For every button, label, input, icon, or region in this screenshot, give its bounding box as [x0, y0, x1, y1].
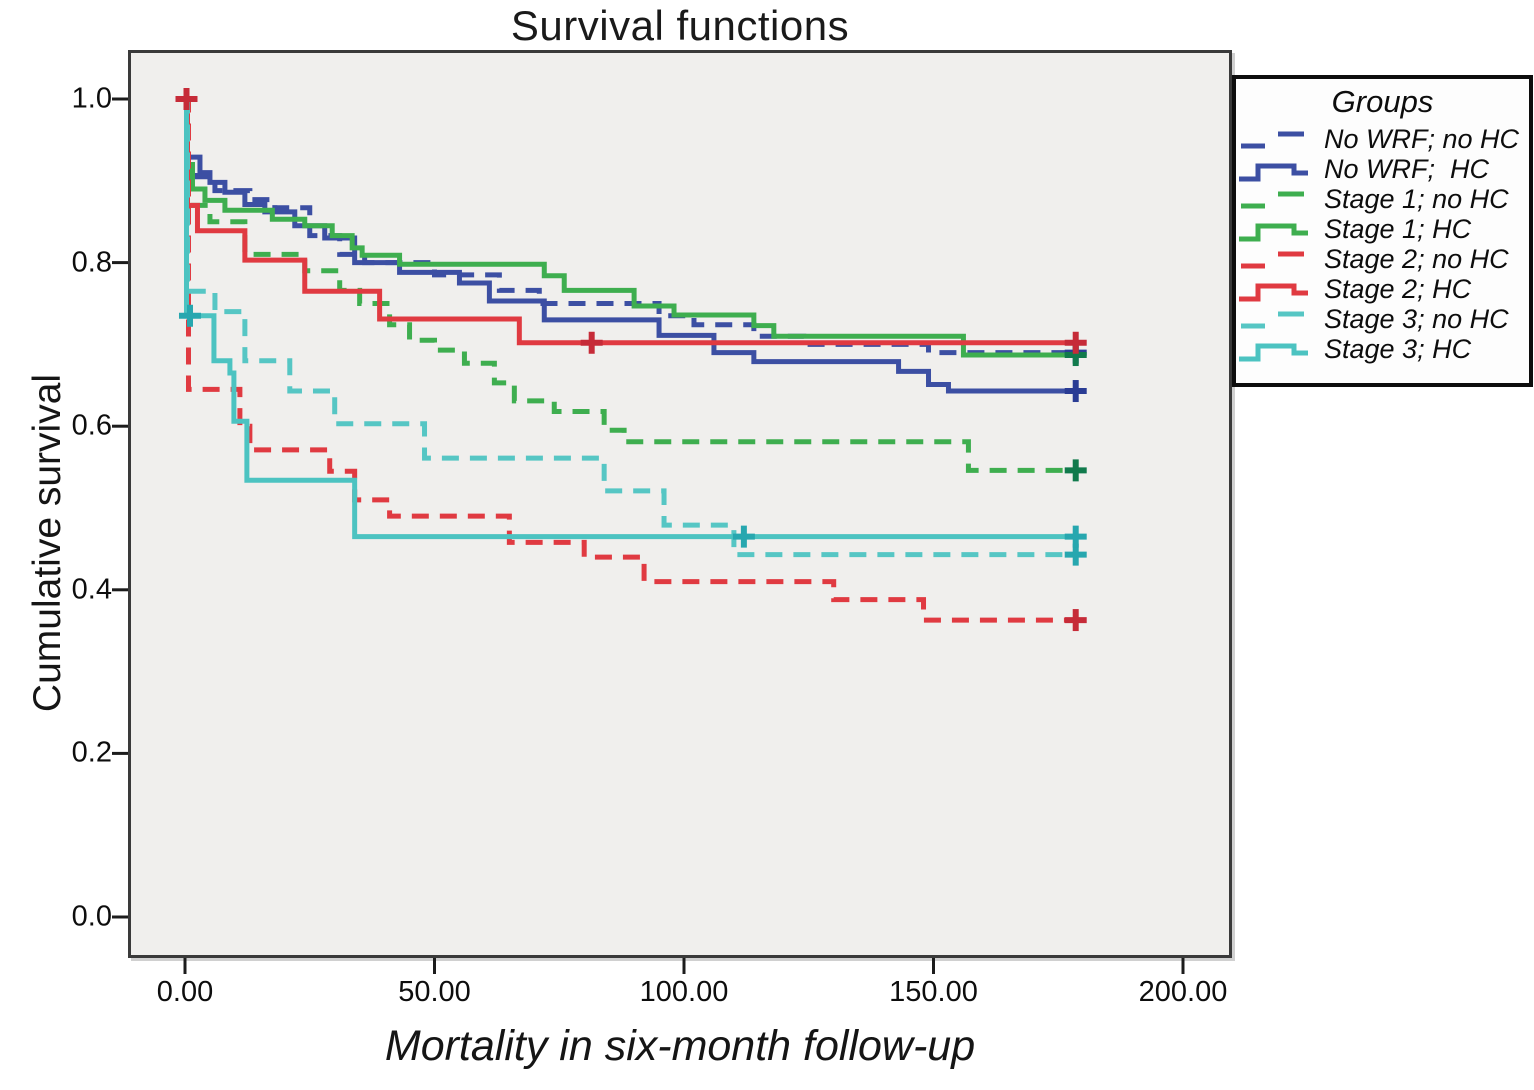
legend-entry: Stage 3; no HC — [1236, 304, 1529, 334]
y-tick-label: 0.8 — [71, 246, 112, 279]
legend-entry: No WRF; HC — [1236, 154, 1529, 184]
censor-mark — [178, 304, 201, 327]
censor-mark — [1064, 331, 1087, 354]
legend-key-dashed-icon — [1241, 191, 1304, 209]
curve-stage-1-hc — [184, 96, 1079, 358]
legend-entry: No WRF; no HC — [1236, 124, 1529, 154]
legend-key-solid-icon — [1239, 223, 1308, 242]
x-tick-label: 0.00 — [156, 976, 214, 1008]
y-axis-label: Cumulative survival — [26, 373, 69, 713]
legend-key-solid-icon — [1239, 163, 1308, 182]
y-tick-label: 0.2 — [71, 736, 112, 769]
legend-entry-label: Stage 1; HC — [1324, 213, 1472, 244]
censor-mark — [732, 525, 755, 548]
curve-no-wrf-hc — [184, 96, 1079, 394]
legend-entry: Stage 2; HC — [1236, 274, 1529, 304]
legend-key-dashed-icon — [1241, 251, 1304, 269]
legend-entry-label: Stage 3; HC — [1324, 333, 1472, 364]
x-tick-label: 200.00 — [1138, 976, 1228, 1008]
legend-key-dashed-icon — [1241, 311, 1304, 329]
legend-entry-label: Stage 1; no HC — [1324, 183, 1509, 214]
legend-key-solid-icon — [1239, 343, 1308, 362]
legend-entry-label: Stage 2; HC — [1324, 273, 1472, 304]
censor-mark — [1064, 525, 1087, 548]
curve-stage-1-no-hc — [184, 96, 1079, 473]
censor-mark — [1064, 609, 1087, 632]
legend-entry-label: No WRF; HC — [1324, 153, 1489, 184]
x-tick-label: 50.00 — [398, 976, 471, 1008]
legend-box: Groups No WRF; no HC No WRF; HC Stage 1; n… — [1232, 75, 1533, 387]
legend-key-dashed-icon — [1241, 131, 1304, 149]
x-axis-label: Mortality in six-month follow-up — [384, 1022, 976, 1070]
legend-title: Groups — [1331, 84, 1434, 119]
legend-entry: Stage 2; no HC — [1236, 244, 1529, 274]
legend-key-solid-icon — [1239, 283, 1308, 302]
legend-entry: Stage 1; HC — [1236, 214, 1529, 244]
x-tick-label: 150.00 — [889, 976, 978, 1008]
legend-entry: Stage 3; HC — [1236, 334, 1529, 364]
y-tick-label: 1.0 — [71, 82, 112, 115]
chart-title: Survival functions — [510, 2, 850, 49]
censor-mark — [1064, 459, 1087, 482]
legend-entry-label: No WRF; no HC — [1324, 123, 1520, 154]
plot-area — [128, 50, 1232, 958]
legend-rows: No WRF; no HC No WRF; HC Stage 1; no HC Sta… — [1236, 124, 1529, 364]
censor-mark — [1064, 380, 1087, 403]
x-tick-label: 100.00 — [639, 976, 729, 1008]
legend-entry-label: Stage 3; no HC — [1324, 303, 1509, 334]
y-tick-label: 0.4 — [71, 573, 112, 606]
legend-entry-label: Stage 2; no HC — [1324, 243, 1509, 274]
legend-entry: Stage 1; no HC — [1236, 184, 1529, 214]
curve-stage-2-no-hc — [185, 96, 1079, 623]
y-tick-label: 0.6 — [71, 409, 112, 442]
curve-stage-3-no-hc — [184, 96, 1079, 558]
censor-mark — [175, 88, 198, 110]
curve-stage-2-hc — [184, 96, 1079, 346]
censor-mark — [580, 331, 603, 354]
y-tick-label: 0.0 — [71, 900, 112, 933]
